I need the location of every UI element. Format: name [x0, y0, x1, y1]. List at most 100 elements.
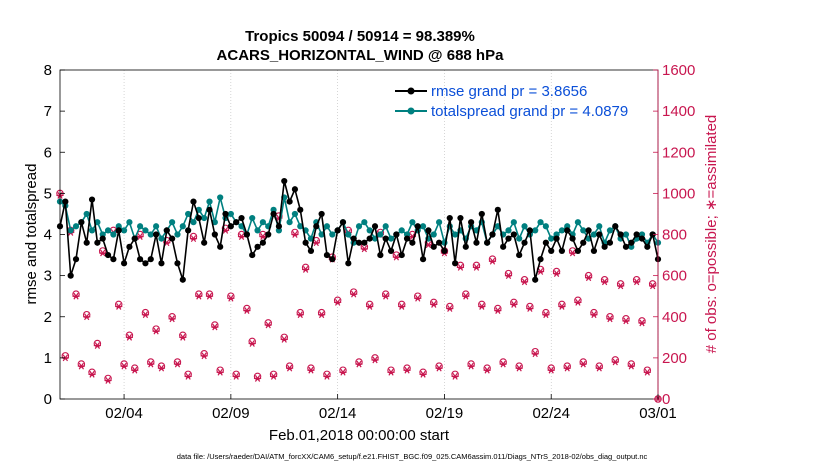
- rmse-point: [366, 235, 373, 242]
- assimilated-obs-point: [141, 311, 150, 319]
- rmse-point: [628, 239, 635, 246]
- assimilated-obs-point: [88, 370, 96, 378]
- assimilated-obs-point: [579, 360, 587, 368]
- rmse-point: [548, 247, 555, 255]
- rmse-point: [558, 247, 565, 255]
- assimilated-obs-point: [307, 366, 315, 374]
- possible-obs-point: [462, 290, 470, 298]
- possible-obs-point: [200, 350, 208, 358]
- assimilated-obs-point: [237, 233, 246, 240]
- totalspread-point: [142, 227, 149, 234]
- assimilated-obs-point: [269, 372, 278, 380]
- possible-obs-point: [579, 358, 587, 366]
- possible-obs-point: [638, 317, 646, 325]
- rmse-point: [270, 210, 277, 218]
- totalspread-point: [67, 227, 74, 234]
- totalspread-point: [147, 231, 154, 238]
- rmse-point: [585, 227, 592, 234]
- assimilated-obs-point: [125, 333, 134, 341]
- possible-obs-point: [120, 360, 128, 368]
- assimilated-obs-point: [387, 368, 395, 376]
- y-tick-label: 8: [44, 62, 52, 79]
- possible-obs-point: [61, 352, 70, 360]
- y-axis-right-label: # of obs: o=possible; ∗=assimilated: [703, 115, 720, 354]
- totalspread-point: [217, 194, 224, 201]
- rmse-point: [489, 231, 496, 238]
- legend-spread-label: totalspread grand pr = 4.0879: [431, 103, 628, 120]
- rmse-point: [500, 243, 507, 250]
- possible-obs-point: [280, 333, 288, 342]
- rmse-point: [131, 235, 138, 242]
- totalspread-point: [254, 227, 261, 234]
- rmse-point: [275, 223, 283, 230]
- totalspread-point: [574, 219, 582, 226]
- assimilated-obs-point: [606, 315, 614, 323]
- possible-obs-point: [467, 360, 475, 368]
- totalspread-point: [558, 227, 565, 234]
- y-tick-label: 7: [44, 103, 52, 120]
- totalspread-point: [548, 235, 555, 242]
- assimilated-obs-point: [360, 245, 368, 253]
- rmse-point: [120, 260, 128, 267]
- rmse-point: [644, 243, 651, 250]
- assimilated-obs-point: [435, 364, 443, 372]
- possible-obs-point: [349, 288, 358, 296]
- assimilated-obs-point: [494, 307, 502, 314]
- assimilated-obs-point: [184, 372, 192, 380]
- totalspread-point: [174, 231, 181, 238]
- rmse-point: [452, 260, 459, 267]
- possible-obs-point: [323, 370, 331, 379]
- possible-obs-point: [168, 312, 176, 321]
- rmse-point: [601, 243, 608, 250]
- rmse-point: [163, 227, 170, 234]
- possible-obs-point: [211, 321, 219, 329]
- totalspread-point: [355, 223, 363, 230]
- rmse-point: [569, 235, 576, 242]
- possible-obs-point: [141, 308, 150, 317]
- y-tick-label: 5: [44, 185, 52, 202]
- possible-obs-point: [285, 362, 294, 370]
- possible-obs-point: [552, 267, 561, 276]
- possible-obs-point: [558, 300, 566, 309]
- totalspread-point: [88, 227, 96, 234]
- rmse-point: [88, 196, 96, 203]
- possible-obs-point: [483, 364, 491, 372]
- possible-obs-point: [371, 354, 379, 362]
- rmse-point: [297, 206, 304, 213]
- assimilated-obs-point: [318, 311, 326, 319]
- assimilated-obs-point: [547, 366, 555, 374]
- rmse-point: [195, 214, 202, 222]
- totalspread-point: [179, 223, 186, 230]
- totalspread-point: [227, 210, 234, 218]
- assimilated-obs-point: [99, 249, 107, 257]
- rmse-point: [494, 206, 501, 213]
- possible-obs-point: [93, 339, 102, 348]
- possible-obs-point: [526, 302, 534, 311]
- possible-obs-point: [195, 290, 203, 298]
- rmse-point: [532, 276, 539, 283]
- totalspread-point: [249, 214, 256, 222]
- possible-obs-point: [632, 275, 641, 284]
- assimilated-obs-point: [195, 292, 203, 300]
- possible-obs-point: [216, 366, 224, 374]
- assimilated-obs-point: [617, 282, 625, 290]
- assimilated-obs-point: [488, 257, 497, 265]
- assimilated-obs-point: [291, 231, 299, 238]
- possible-obs-point: [147, 358, 155, 366]
- assimilated-obs-point: [574, 298, 582, 306]
- totalspread-point: [286, 219, 293, 226]
- assimilated-obs-point: [296, 311, 304, 319]
- y-tick-label: 4: [44, 227, 52, 244]
- possible-obs-point: [622, 315, 630, 323]
- possible-obs-point: [152, 325, 160, 333]
- rmse-point: [435, 239, 443, 246]
- assimilated-obs-point: [451, 372, 459, 380]
- assimilated-obs-point: [414, 294, 422, 302]
- tick-layer: 02/04 02/09 02/14 02/19 02/24 03/010123456780…: [44, 62, 696, 422]
- assimilated-obs-point: [611, 358, 619, 366]
- chart-subtitle: ACARS_HORIZONTAL_WIND @ 688 hPa: [217, 47, 505, 64]
- rmse-point: [638, 235, 646, 242]
- assimilated-obs-point: [584, 274, 593, 282]
- rmse-point: [617, 231, 624, 238]
